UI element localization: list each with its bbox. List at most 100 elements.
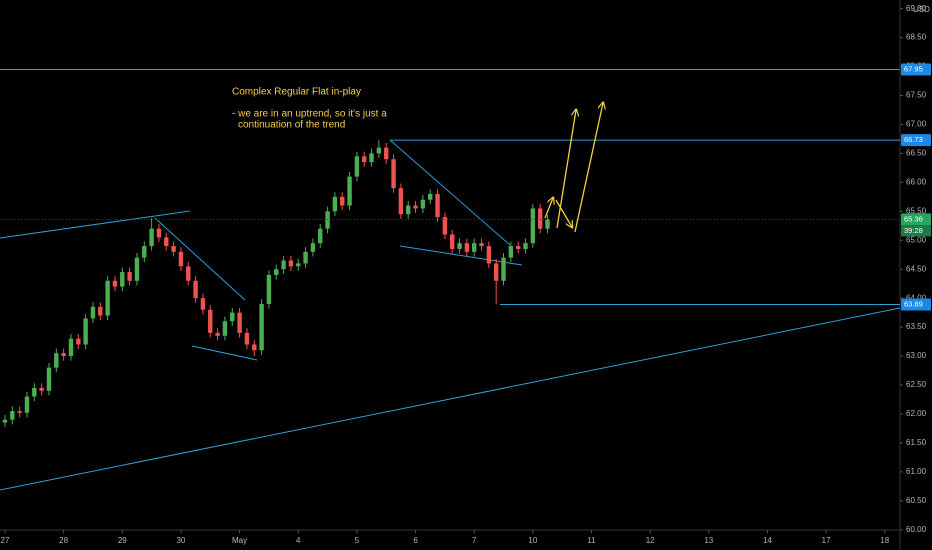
y-tick-label: 60.50: [906, 496, 927, 505]
candle-body: [200, 298, 206, 310]
y-tick-label: 69.00: [906, 4, 927, 13]
y-tick-label: 63.00: [906, 351, 927, 360]
candle-body: [479, 243, 484, 247]
trend-line: [389, 139, 511, 246]
candle-body: [545, 219, 550, 229]
candle-body: [354, 156, 360, 177]
candle-body: [68, 338, 74, 357]
candle-body: [46, 367, 52, 391]
candle-body: [406, 205, 411, 215]
candle-body: [413, 205, 418, 209]
candle-body: [149, 228, 154, 247]
candle-body: [523, 243, 528, 249]
y-tick-label: 64.50: [906, 264, 927, 273]
arrows: [544, 103, 603, 233]
candle-body: [442, 217, 448, 235]
candle-body: [391, 159, 396, 189]
candles: [2, 140, 550, 428]
price-tag: [901, 63, 931, 76]
y-tick-label: 64.00: [906, 293, 927, 302]
x-tick-label: 28: [59, 536, 68, 545]
candle-body: [464, 243, 470, 252]
candle-body: [281, 260, 286, 270]
candle-body: [83, 318, 88, 345]
candle-body: [171, 246, 176, 252]
candle-body: [98, 306, 103, 316]
annotation: continuation of the trend: [238, 120, 345, 131]
arrow: [544, 198, 553, 219]
candle-body: [530, 208, 536, 244]
candle-body: [515, 246, 521, 249]
candle-body: [376, 147, 382, 154]
candle-body: [303, 251, 308, 264]
x-tick-label: 17: [822, 536, 831, 545]
price-tag: [901, 213, 931, 226]
candle-body: [274, 269, 279, 275]
candle-body: [332, 196, 338, 212]
trend-line: [0, 210, 191, 239]
candle-body: [127, 272, 132, 281]
candle-body: [428, 193, 433, 200]
x-tick-label: 14: [763, 536, 772, 545]
price-tag: [901, 298, 931, 311]
candle-body: [178, 251, 184, 267]
x-tick-label: 11: [587, 536, 596, 545]
y-tick-label: 67.50: [906, 91, 927, 100]
candle-body: [134, 257, 140, 281]
x-tick-label: 10: [528, 536, 537, 545]
candle-body: [142, 246, 147, 258]
price-tag-label: 63.89: [904, 300, 923, 309]
candle-body: [471, 243, 477, 252]
candle-body: [362, 156, 367, 163]
x-tick-label: 12: [646, 536, 655, 545]
candle-body: [252, 344, 257, 351]
y-tick-label: 63.50: [906, 322, 927, 331]
candle-body: [450, 234, 455, 249]
candle-body: [435, 193, 440, 218]
candle-body: [90, 306, 96, 319]
y-tick-label: 65.00: [906, 235, 927, 244]
x-tick-label: 5: [355, 536, 360, 545]
y-tick-label: 62.50: [906, 380, 927, 389]
y-tick-label: 68.50: [906, 33, 927, 42]
y-tick-label: 66.50: [906, 149, 927, 158]
candle-body: [288, 260, 294, 267]
candle-body: [244, 332, 250, 345]
candle-body: [237, 312, 242, 333]
x-tick-label: 13: [704, 536, 713, 545]
trend-line: [154, 217, 246, 301]
candle-body: [310, 243, 316, 252]
x-tick-label: 7: [472, 536, 477, 545]
candle-body: [420, 199, 426, 209]
countdown-label: 39:28: [904, 226, 923, 235]
x-tick-label: 18: [880, 536, 889, 545]
candle-body: [347, 176, 352, 206]
candle-body: [193, 280, 198, 299]
candle-body: [230, 312, 235, 322]
price-tag-label: 65.36: [904, 214, 923, 223]
x-tick-label: 29: [118, 536, 127, 545]
candle-body: [54, 353, 59, 368]
price-tag-label: 66.73: [904, 135, 923, 144]
candle-body: [384, 147, 389, 160]
candle-body: [186, 266, 191, 281]
candle-body: [120, 272, 125, 287]
arrow: [556, 110, 576, 229]
candle-body: [493, 263, 499, 281]
candle-body: [24, 396, 30, 413]
y-tick-label: 67.00: [906, 120, 927, 129]
annotation: - we are in an uptrend, so it's just a: [232, 109, 387, 120]
candle-body: [105, 280, 110, 316]
candle-body: [486, 246, 492, 264]
levels: 67.95 66.73 63.89 65.36 39:28: [0, 63, 931, 311]
candle-body: [39, 387, 44, 391]
candle-body: [325, 211, 330, 229]
y-tick-label: 62.00: [906, 409, 927, 418]
candle-body: [164, 237, 169, 247]
x-tick-label: 30: [176, 536, 185, 545]
arrow: [555, 199, 572, 227]
candle-body: [457, 243, 462, 249]
annotation: Complex Regular Flat in-play: [232, 87, 361, 98]
